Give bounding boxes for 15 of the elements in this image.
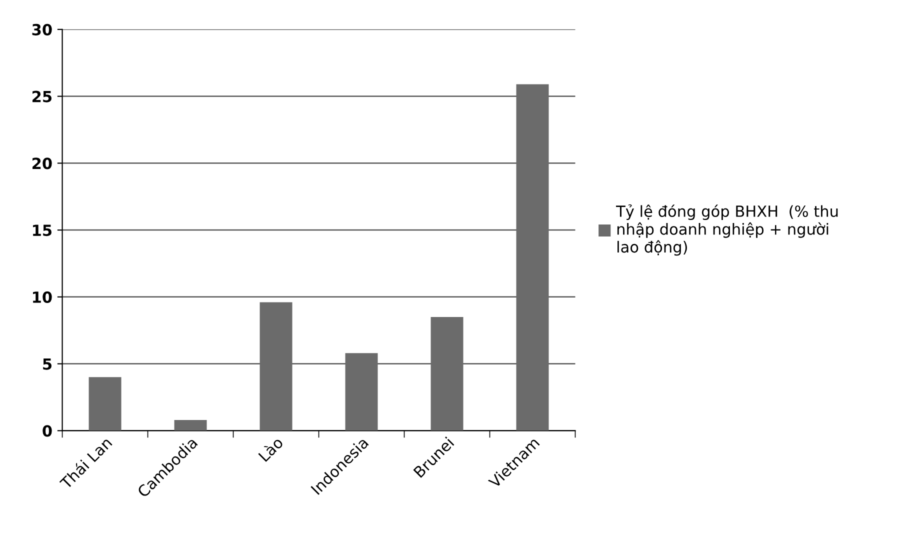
y-tick-label: 5 (43, 358, 52, 370)
y-tick-label: 0 (42, 425, 52, 437)
x-tick-label: Lào (257, 436, 284, 462)
y-tick-label: 10 (33, 291, 52, 303)
y-tick-label: 15 (33, 224, 52, 236)
legend-label: Tỷ lệ đóng góp BHXH (% thu nhập doanh nghiệp + người lao động) (616, 204, 838, 256)
y-tick-label: 30 (32, 24, 52, 36)
bar (430, 316, 464, 431)
bar (345, 353, 378, 431)
bar (88, 377, 122, 431)
y-tick-label: 20 (32, 158, 52, 170)
bar (174, 420, 207, 431)
bar (516, 84, 549, 431)
bar (260, 302, 292, 431)
y-tick-label: 25 (32, 90, 52, 102)
